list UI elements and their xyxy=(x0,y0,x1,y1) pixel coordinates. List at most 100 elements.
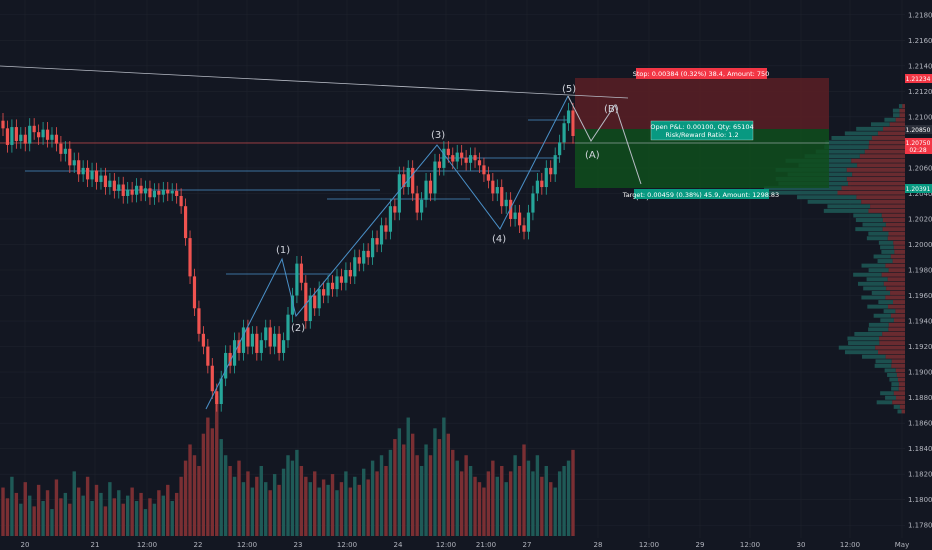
candle-body xyxy=(130,189,134,195)
time-tick-label: 21 xyxy=(91,541,100,549)
profile-bar-down xyxy=(864,149,905,154)
profile-bar-down xyxy=(895,309,905,314)
candle xyxy=(379,217,384,253)
candle-body xyxy=(513,212,517,219)
candle-body xyxy=(45,129,50,140)
profile-bar-up xyxy=(807,199,862,204)
candle-body xyxy=(224,352,228,379)
profile-bar-down xyxy=(837,190,905,195)
profile-bar-down xyxy=(886,286,905,291)
wave-label-1: (1) xyxy=(276,245,290,256)
candle xyxy=(446,141,450,163)
price-tick-label: 1.20600 xyxy=(908,164,932,172)
profile-bar-up xyxy=(848,341,880,346)
wave-label-2: (2) xyxy=(291,323,305,334)
candle xyxy=(504,192,508,214)
volume-bar xyxy=(41,501,45,536)
volume-bar xyxy=(517,466,522,536)
profile-bar-up xyxy=(855,227,883,232)
profile-bar-up xyxy=(863,286,887,291)
current-price-tag xyxy=(905,138,932,154)
profile-bar-up xyxy=(862,222,886,227)
candle-body xyxy=(290,295,295,315)
profile-bar-down xyxy=(861,199,905,204)
volume-bar xyxy=(500,466,504,536)
volume-bar xyxy=(491,460,495,536)
price-tick-label: 1.20000 xyxy=(908,241,932,249)
volume-bar xyxy=(130,487,134,536)
profile-bar-up xyxy=(854,331,883,336)
stop-label: Stop: 0.00384 (0.32%) 38.4, Amount: 750 xyxy=(633,70,770,78)
candle-body xyxy=(566,110,571,124)
candle-body xyxy=(517,212,522,226)
profile-bar-up xyxy=(883,309,896,314)
volume-bar xyxy=(63,492,68,536)
volume-bar xyxy=(335,490,339,536)
candle xyxy=(41,121,45,145)
profile-bar-down xyxy=(889,122,905,127)
candle-body xyxy=(228,352,232,366)
wave-label-a: (A) xyxy=(585,150,600,161)
volume-bar xyxy=(482,487,486,536)
time-axis[interactable]: 20 21 12:00 22 12:00 23 12:00 24 12:00 21:00 27 28 1… xyxy=(0,538,932,550)
profile-bar-down xyxy=(857,163,905,168)
volume-bar xyxy=(410,433,415,536)
profile-bar-up xyxy=(853,213,882,218)
candle xyxy=(157,183,161,203)
profile-bar-down xyxy=(890,313,905,318)
candle xyxy=(139,178,143,202)
volume-bar xyxy=(299,466,304,536)
candle xyxy=(268,319,272,355)
profile-bar-down xyxy=(892,400,905,405)
price-axis-background xyxy=(905,0,932,550)
time-tick-label: 24 xyxy=(394,541,403,549)
price-tick-label: 1.18200 xyxy=(908,471,932,479)
volume-bar xyxy=(522,444,526,536)
profile-bar-down xyxy=(852,172,905,177)
volume-bar xyxy=(206,417,210,536)
time-axis-background xyxy=(0,538,932,550)
volume-bar xyxy=(272,474,277,536)
price-axis[interactable]: 1.21800 1.21600 1.21400 1.21200 1.21000 1.208… xyxy=(905,0,932,550)
candle xyxy=(103,167,108,195)
candle xyxy=(264,319,268,348)
candle-body xyxy=(255,333,259,353)
candle-body xyxy=(415,193,419,213)
candle xyxy=(54,127,59,152)
profile-bar-down xyxy=(879,336,905,341)
volume-bar xyxy=(241,482,246,536)
volume-bar xyxy=(103,506,108,536)
candle xyxy=(50,127,54,148)
volume-bar xyxy=(375,471,379,536)
candle xyxy=(197,300,201,342)
profile-bar-down xyxy=(881,213,905,218)
profile-bar-up xyxy=(876,400,893,405)
price-tick-label: 1.21000 xyxy=(908,113,932,121)
candle-body xyxy=(491,180,495,194)
profile-bar-up xyxy=(880,391,894,396)
candle xyxy=(375,230,379,253)
profile-bar-down xyxy=(896,373,905,377)
volume-bar xyxy=(437,439,442,536)
candle xyxy=(99,167,103,190)
candle-body xyxy=(139,185,143,194)
profile-bar-down xyxy=(868,208,905,213)
candle-body xyxy=(397,174,401,213)
candle-body xyxy=(215,391,219,404)
trend-line[interactable] xyxy=(0,65,629,99)
profile-bar-up xyxy=(838,345,876,350)
volume-bar xyxy=(362,468,366,536)
volume-bar xyxy=(428,455,433,536)
volume-bar xyxy=(108,482,112,536)
profile-bar-up xyxy=(877,259,893,264)
volume-bar xyxy=(228,466,232,536)
candle-body xyxy=(72,160,76,166)
time-tick-label: 28 xyxy=(594,541,603,549)
profile-bar-down xyxy=(877,131,905,136)
candle-body xyxy=(77,160,81,175)
volume-bar xyxy=(148,498,152,536)
candle-body xyxy=(90,170,94,180)
volume-bar xyxy=(117,490,121,536)
candle-body xyxy=(152,190,157,198)
